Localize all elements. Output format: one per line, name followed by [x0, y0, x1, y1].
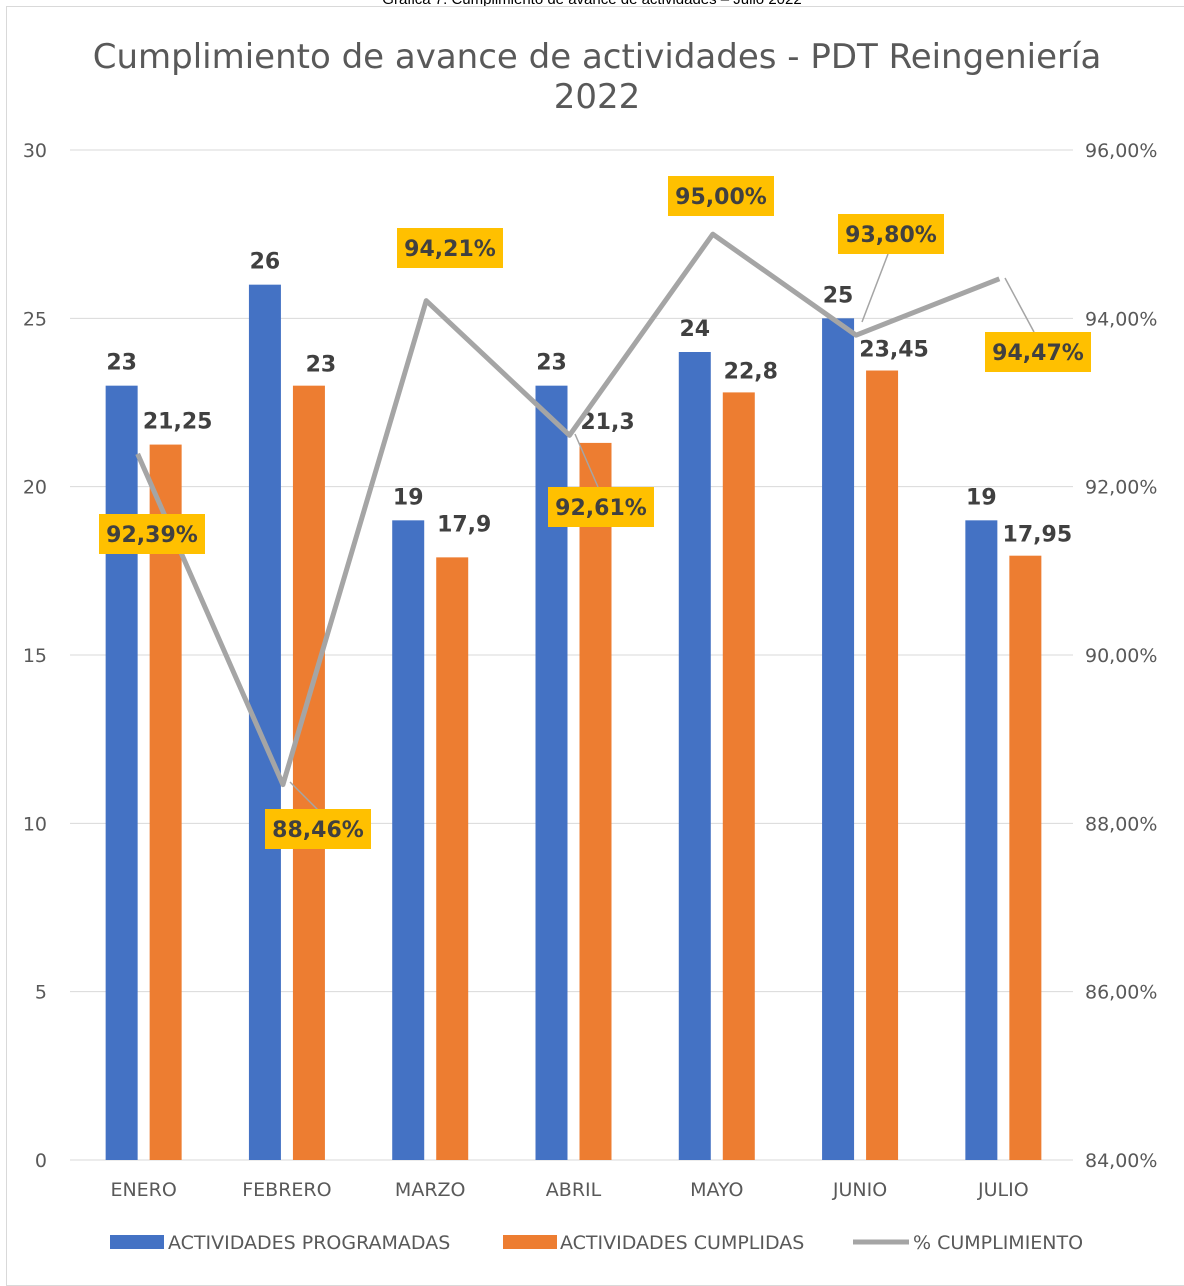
bar-programadas: [965, 520, 998, 1160]
y2-tick-label: 90,00%: [1085, 645, 1157, 667]
y-tick-label: 20: [23, 477, 47, 499]
figure-caption: Gráfica 7. Cumplimiento de avance de act…: [0, 0, 1184, 8]
bar-label-cumplidas: 21,25: [143, 410, 213, 435]
y2-tick-label: 94,00%: [1085, 308, 1157, 330]
legend-swatch: [110, 1235, 164, 1249]
bar-cumplidas: [1009, 555, 1042, 1160]
bar-cumplidas: [436, 557, 469, 1160]
label-leader-line: [289, 781, 319, 811]
y2-tick-label: 88,00%: [1085, 813, 1157, 835]
bar-programadas: [392, 520, 425, 1160]
bar-cumplidas: [292, 385, 325, 1161]
pct-label: 94,47%: [992, 341, 1084, 366]
y-tick-label: 25: [23, 308, 47, 330]
bar-label-programadas: 26: [250, 250, 281, 275]
x-tick-label: MAYO: [690, 1179, 743, 1201]
pct-label: 92,61%: [555, 496, 647, 521]
bar-programadas: [105, 385, 138, 1161]
label-leader-line: [574, 433, 599, 488]
pct-label: 92,39%: [106, 523, 198, 548]
y-tick-label: 5: [35, 982, 47, 1004]
pct-label-box: [265, 809, 371, 849]
bar-label-programadas: 23: [106, 351, 137, 376]
legend-label: % CUMPLIMIENTO: [913, 1232, 1083, 1254]
chart-title-line-2: 2022: [554, 77, 641, 117]
y-tick-label: 0: [35, 1150, 47, 1172]
y-tick-label: 30: [23, 140, 47, 162]
bar-programadas: [822, 318, 855, 1160]
pct-label: 93,80%: [845, 223, 937, 248]
bar-cumplidas: [722, 392, 755, 1160]
x-tick-label: ABRIL: [546, 1179, 602, 1201]
pct-label: 88,46%: [272, 818, 364, 843]
pct-label-box: [668, 176, 774, 216]
bar-label-programadas: 19: [966, 485, 997, 510]
label-leader-line: [1004, 277, 1035, 333]
bar-cumplidas: [579, 442, 612, 1160]
x-tick-label: ENERO: [110, 1179, 176, 1201]
bar-label-cumplidas: 23,45: [859, 338, 929, 363]
y2-tick-label: 92,00%: [1085, 477, 1157, 499]
legend-label: ACTIVIDADES CUMPLIDAS: [560, 1232, 804, 1254]
pct-label: 95,00%: [675, 185, 767, 210]
y2-tick-label: 96,00%: [1085, 140, 1157, 162]
bar-label-programadas: 23: [536, 351, 567, 376]
legend-swatch: [503, 1235, 557, 1249]
line-cumplimiento: [135, 231, 1001, 788]
y-tick-label: 15: [23, 645, 47, 667]
pct-label-box: [548, 487, 654, 527]
legend-label: ACTIVIDADES PROGRAMADAS: [168, 1232, 450, 1254]
x-tick-label: JULIO: [977, 1179, 1029, 1201]
bar-label-cumplidas: 23: [306, 353, 337, 378]
bar-label-programadas: 19: [393, 485, 424, 510]
bar-programadas: [678, 352, 711, 1160]
x-tick-label: MARZO: [395, 1179, 466, 1201]
bar-label-programadas: 24: [679, 317, 710, 342]
pct-label-box: [838, 214, 944, 254]
y2-tick-label: 86,00%: [1085, 982, 1157, 1004]
bar-label-cumplidas: 17,9: [437, 512, 491, 537]
y2-tick-label: 84,00%: [1085, 1150, 1157, 1172]
chart-title-line-1: Cumplimiento de avance de actividades - …: [93, 37, 1102, 77]
bar-label-programadas: 25: [823, 283, 854, 308]
pct-label-box: [397, 228, 503, 268]
y-tick-label: 10: [23, 813, 47, 835]
bar-label-cumplidas: 17,95: [1003, 523, 1073, 548]
pct-label-box: [985, 332, 1091, 372]
bar-label-cumplidas: 22,8: [724, 359, 778, 384]
label-leader-line: [861, 253, 889, 323]
bar-cumplidas: [866, 370, 899, 1160]
bar-label-cumplidas: 21,3: [580, 410, 634, 435]
bar-cumplidas: [149, 444, 182, 1160]
x-tick-label: JUNIO: [832, 1179, 887, 1201]
x-tick-label: FEBRERO: [242, 1179, 331, 1201]
pct-label-box: [99, 514, 205, 554]
pct-label: 94,21%: [404, 237, 496, 262]
